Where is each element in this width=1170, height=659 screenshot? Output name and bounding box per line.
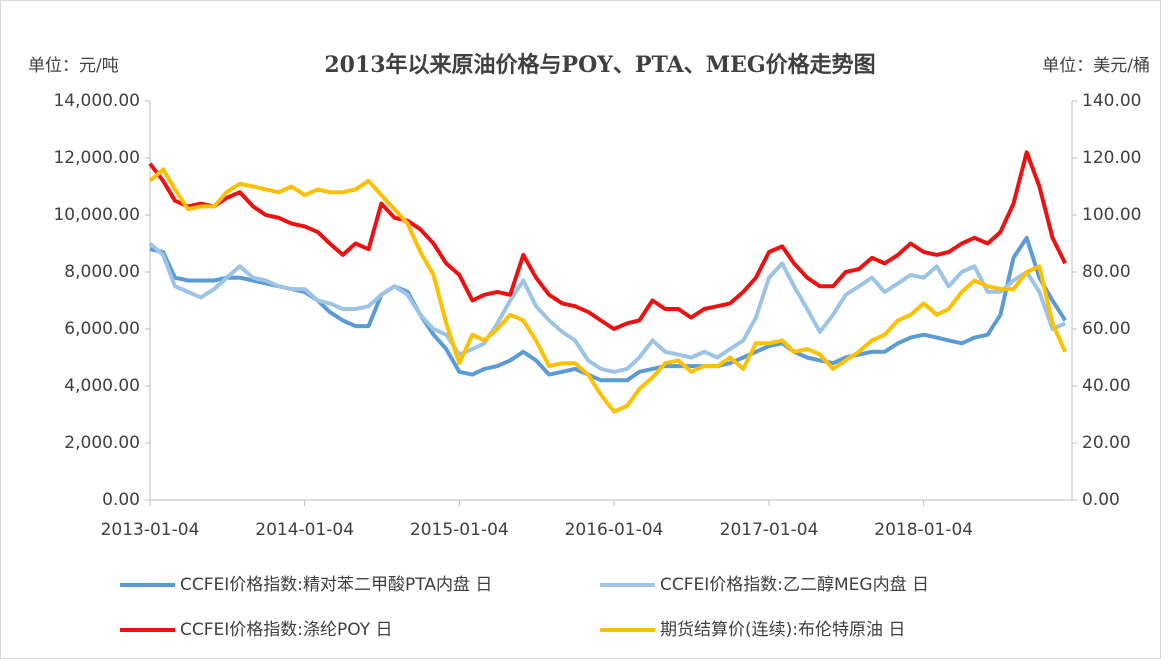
y-tick-label: 8,000.00: [64, 262, 140, 282]
y2-tick-label: 80.00: [1082, 262, 1131, 282]
y-tick-label: 14,000.00: [53, 91, 140, 111]
series-line: [148, 167, 1068, 414]
x-tick-label: 2017-01-04: [720, 520, 819, 540]
y-tick-label: 4,000.00: [64, 376, 140, 396]
x-tick-label: 2016-01-04: [565, 520, 664, 540]
legend-label: CCFEI价格指数:乙二醇MEG内盘 日: [660, 575, 929, 595]
y-tick-label: 12,000.00: [53, 148, 140, 168]
y-tick-label: 0.00: [102, 490, 140, 510]
y-tick-label: 10,000.00: [53, 205, 140, 225]
y2-tick-label: 140.00: [1082, 91, 1141, 111]
y-axis-label: 单位：元/吨: [28, 56, 119, 76]
y2-axis-label: 单位：美元/桶: [1042, 56, 1150, 76]
y2-tick-label: 60.00: [1082, 319, 1131, 339]
y2-tick-label: 120.00: [1082, 148, 1141, 168]
x-tick-label: 2013-01-04: [101, 520, 200, 540]
y2-tick-label: 100.00: [1082, 205, 1141, 225]
chart-title: 2013年以来原油价格与POY、PTA、MEG价格走势图: [324, 52, 875, 78]
y-tick-label: 6,000.00: [64, 319, 140, 339]
y2-tick-label: 0.00: [1082, 490, 1120, 510]
series-line: [149, 235, 1067, 383]
legend-label: 期货结算价(连续):布伦特原油 日: [660, 620, 905, 640]
x-tick-label: 2014-01-04: [255, 520, 354, 540]
y2-tick-label: 40.00: [1082, 376, 1131, 396]
series-line: [148, 241, 1067, 374]
y-tick-label: 2,000.00: [64, 433, 140, 453]
legend-label: CCFEI价格指数:涤纶POY 日: [180, 620, 393, 640]
x-tick-label: 2018-01-04: [874, 520, 973, 540]
y2-tick-label: 20.00: [1082, 433, 1131, 453]
series-line: [148, 150, 1067, 331]
x-tick-label: 2015-01-04: [410, 520, 509, 540]
legend-label: CCFEI价格指数:精对苯二甲酸PTA内盘 日: [180, 575, 492, 595]
